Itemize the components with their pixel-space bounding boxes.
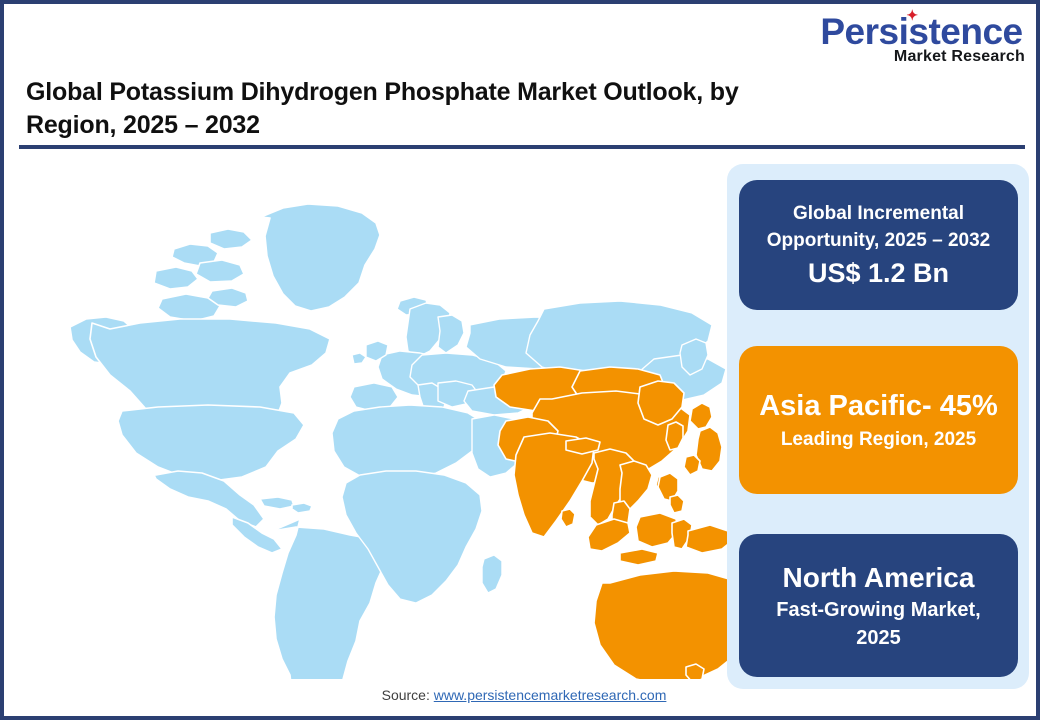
map-base-regions — [69, 203, 430, 679]
brand-dot-icon: ✦ — [906, 7, 918, 23]
card-fast-growing-market[interactable]: North America Fast-Growing Market, 2025 — [739, 534, 1018, 677]
card-1-value: US$ 1.2 Bn — [807, 258, 950, 288]
card-2-label-line1: Leading Region, 2025 — [780, 428, 977, 450]
title-divider — [19, 145, 1025, 149]
card-3-value: North America — [782, 561, 975, 593]
kpi-panel: Global Incremental Opportunity, 2025 – 2… — [727, 164, 1029, 689]
world-map — [14, 159, 734, 679]
map-highlight-asia-pacific — [493, 366, 734, 679]
world-map-svg — [69, 203, 734, 679]
brand-tagline: Market Research — [893, 48, 1025, 65]
card-leading-region[interactable]: Asia Pacific- 45% Leading Region, 2025 — [739, 346, 1018, 494]
brand-logo: Persistence ✦ Market Research — [814, 7, 1029, 70]
card-global-incremental-opportunity[interactable]: Global Incremental Opportunity, 2025 – 2… — [739, 180, 1018, 310]
brand-name: Persistence ✦ — [820, 7, 1023, 52]
card-1-label-line1: Global Incremental — [792, 203, 965, 224]
source-line: Source: www.persistencemarketresearch.co… — [4, 687, 1040, 703]
card-1-label-line2: Opportunity, 2025 – 2032 — [766, 230, 991, 251]
card-2-value: Asia Pacific- 45% — [759, 389, 998, 422]
brand-name-text: Persistence — [820, 11, 1023, 52]
source-url-link[interactable]: www.persistencemarketresearch.com — [433, 687, 667, 703]
card-3-label-line1: Fast-Growing Market, — [776, 598, 981, 621]
page-title: Global Potassium Dihydrogen Phosphate Ma… — [26, 78, 739, 139]
card-3-label-line2: 2025 — [856, 626, 901, 649]
source-label: Source: — [381, 687, 434, 703]
